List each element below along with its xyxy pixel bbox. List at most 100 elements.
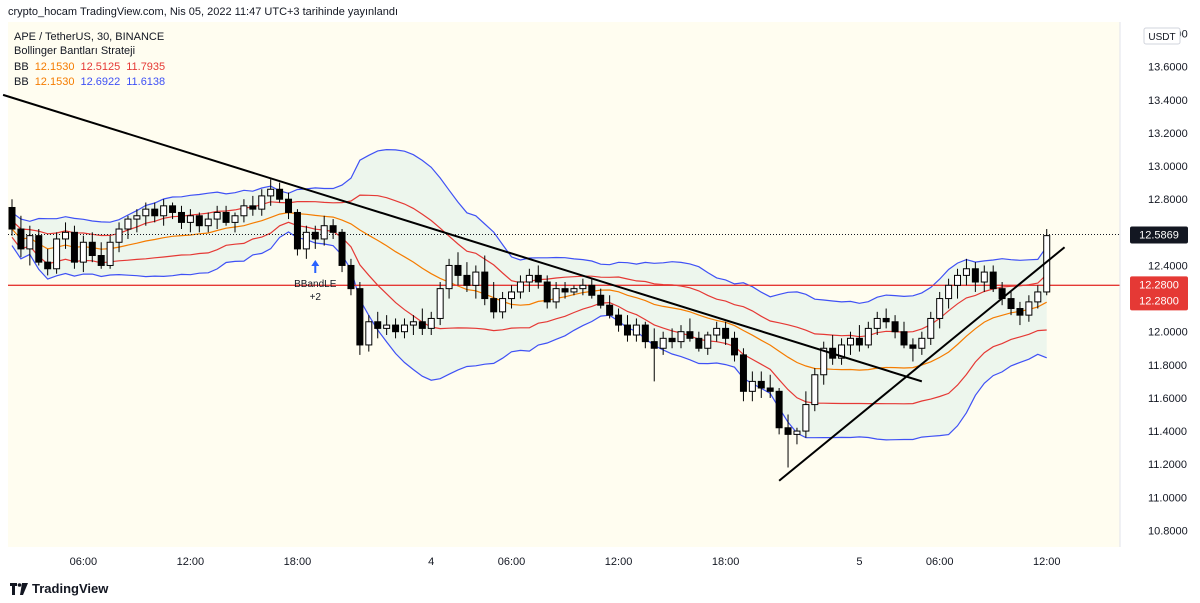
price-tick-label: 10.8000: [1148, 525, 1188, 537]
candle-body: [855, 337, 863, 346]
candle: [713, 321, 721, 342]
candle: [160, 199, 168, 226]
candle-body: [980, 271, 988, 283]
candle: [186, 209, 194, 233]
bb-indicator-1[interactable]: BB 12.1530 12.5125 11.7935: [14, 60, 171, 74]
candle-body: [106, 241, 114, 266]
price-tick-label: 13.4000: [1148, 95, 1188, 107]
candle-body: [864, 327, 872, 346]
candle: [356, 282, 364, 355]
candle-body: [561, 288, 569, 293]
candle-body: [213, 211, 221, 220]
candle-body: [936, 298, 944, 319]
candle-body: [249, 205, 257, 210]
bb-indicator-2[interactable]: BB 12.1530 12.6922 11.6138: [14, 75, 171, 89]
candle: [623, 315, 631, 342]
candle: [374, 311, 382, 339]
candle: [811, 368, 819, 412]
candle-body: [579, 284, 587, 290]
candle-body: [731, 337, 739, 356]
candle: [35, 229, 43, 266]
candle: [722, 321, 730, 345]
candle: [177, 205, 185, 230]
candle: [427, 311, 435, 336]
price-tick-label: 13.6000: [1148, 62, 1188, 74]
candle: [195, 212, 203, 233]
candle: [597, 288, 605, 309]
price-tick-label: 13.2000: [1148, 128, 1188, 140]
price-tick-label: 11.2000: [1148, 459, 1187, 471]
candle: [552, 282, 560, 309]
candle-body: [1016, 308, 1024, 316]
candle: [499, 291, 507, 319]
candle: [918, 331, 926, 355]
candle: [320, 215, 328, 246]
candle-body: [169, 205, 177, 213]
candle-body: [177, 211, 185, 223]
candles: [8, 179, 1051, 468]
candle-body: [820, 347, 828, 376]
trendlines[interactable]: [2, 93, 1066, 482]
candle-body: [151, 208, 159, 217]
bb1-upper-value: 12.5125: [80, 61, 121, 73]
candle-body: [516, 281, 524, 293]
candle-body: [909, 344, 917, 349]
buy-signal-arrow-icon: [311, 260, 320, 273]
candle-body: [873, 317, 881, 329]
candle: [463, 262, 471, 292]
candle: [802, 391, 810, 438]
candle: [766, 374, 774, 398]
candle-body: [659, 337, 667, 349]
candle: [989, 265, 997, 292]
candle: [26, 225, 34, 266]
candle: [1007, 291, 1015, 316]
candle: [775, 388, 783, 435]
candle-body: [846, 337, 854, 346]
candle-body: [704, 334, 712, 349]
candle-body: [499, 298, 507, 313]
candle-body: [195, 215, 203, 227]
candle-body: [1025, 301, 1033, 316]
strategy-name[interactable]: Bollinger Bantları Strateji: [14, 45, 136, 57]
candle-body: [748, 380, 756, 392]
candle-body: [436, 288, 444, 319]
candle: [525, 268, 533, 292]
price-tick-label: 11.6000: [1148, 393, 1187, 405]
symbol-title[interactable]: APE / TetherUS, 30, BINANCE: [14, 31, 165, 43]
candle-body: [775, 390, 783, 429]
candle: [70, 225, 78, 269]
candle-body: [17, 228, 25, 250]
candle-body: [597, 294, 605, 306]
candle: [231, 212, 239, 233]
tradingview-brand[interactable]: TradingView: [10, 581, 108, 596]
candle-body: [311, 231, 319, 240]
candle: [561, 282, 569, 299]
candle: [838, 338, 846, 365]
candle-body: [70, 231, 78, 263]
candle-body: [338, 231, 346, 266]
time-axis[interactable]: 06:00 12:00 18:00 4 06:00 12:00 18:00 5 06:00 12:…: [70, 556, 1061, 568]
candle-body: [231, 215, 239, 223]
candle: [855, 325, 863, 352]
candle-body: [882, 317, 890, 323]
candle: [793, 427, 801, 445]
candle: [820, 341, 828, 385]
time-tick-label: 18:00: [284, 556, 312, 568]
candle: [873, 311, 881, 336]
candle: [936, 291, 944, 329]
descending-trendline[interactable]: [2, 93, 923, 383]
candle-body: [686, 331, 694, 339]
candle-body: [8, 206, 16, 230]
bb2-mid-value: 12.1530: [34, 76, 75, 88]
candle-body: [784, 427, 792, 435]
candle: [891, 315, 899, 339]
ascending-trendline[interactable]: [778, 246, 1066, 482]
time-tick-label: 12:00: [1033, 556, 1061, 568]
candle-body: [427, 317, 435, 329]
candle-body: [525, 274, 533, 283]
candle: [927, 311, 935, 345]
candle: [258, 189, 266, 216]
time-tick-label: 12:00: [605, 556, 633, 568]
candle: [579, 278, 587, 296]
